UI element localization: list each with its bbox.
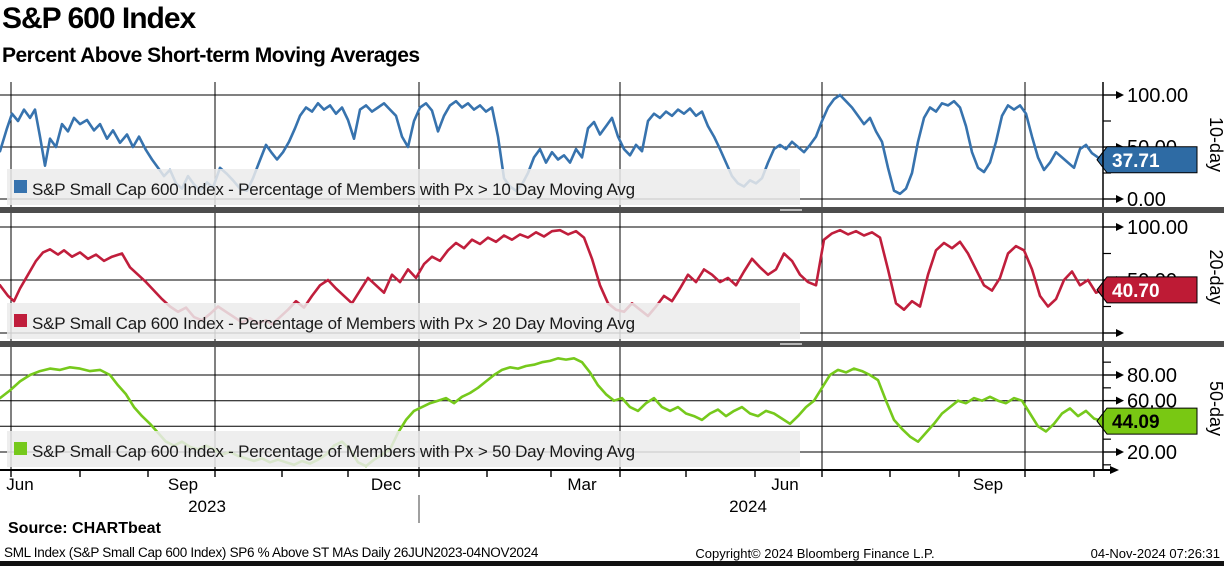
y-axis-label: 100.00 bbox=[1127, 217, 1188, 239]
y-axis-label: 60.00 bbox=[1127, 391, 1177, 413]
splitter-grip-icon[interactable] bbox=[780, 343, 802, 345]
x-axis-arrow-icon bbox=[1110, 466, 1119, 474]
y-axis-label: 100.00 bbox=[1127, 85, 1188, 107]
datetime-stamp: 04-Nov-2024 07:26:31 bbox=[1090, 546, 1220, 561]
legend-layer: S&P Small Cap 600 Index - Percentage of … bbox=[7, 169, 800, 467]
panel-side-label: 10-day bbox=[1206, 117, 1224, 172]
legend-label: S&P Small Cap 600 Index - Percentage of … bbox=[32, 442, 635, 461]
x-axis-label: Jun bbox=[6, 475, 33, 494]
x-axis-label: Sep bbox=[973, 475, 1003, 494]
source-label: Source: CHARTbeat bbox=[8, 520, 161, 537]
legend-marker-icon bbox=[14, 180, 27, 193]
x-axis-label: Mar bbox=[567, 475, 597, 494]
copyright-label: Copyright© 2024 Bloomberg Finance L.P. bbox=[695, 546, 935, 561]
panel-side-label: 50-day bbox=[1206, 381, 1224, 436]
badge-layer: 37.71 40.70 44.09 bbox=[1096, 146, 1198, 435]
legend-box bbox=[7, 169, 800, 205]
legend-marker-icon bbox=[14, 314, 27, 327]
last-value-badge bbox=[1096, 276, 1198, 304]
x-axis-label: Jun bbox=[771, 475, 798, 494]
legend-box bbox=[7, 303, 800, 339]
x-axis-year-label: 2023 bbox=[188, 497, 226, 516]
y-axis-tick-arrow-icon bbox=[1116, 91, 1124, 99]
axis-layer: 100.0050.000.0010-day100.0050.0020-day80… bbox=[6, 85, 1224, 523]
last-value-badge bbox=[1096, 407, 1198, 435]
y-axis-tick-arrow-icon bbox=[1116, 223, 1124, 231]
panel-splitter-2[interactable] bbox=[0, 341, 1224, 347]
page-title: S&P 600 Index bbox=[2, 2, 196, 35]
series-layer bbox=[0, 93, 1105, 468]
last-value-badge bbox=[1096, 146, 1198, 174]
panel-splitter-1[interactable] bbox=[0, 207, 1224, 213]
y-axis-tick-arrow-icon bbox=[1116, 448, 1124, 456]
last-value-badge-text: 40.70 bbox=[1112, 281, 1160, 302]
x-axis-label: Dec bbox=[371, 475, 402, 494]
y-axis-label: 20.00 bbox=[1127, 442, 1177, 464]
y-axis-tick-arrow-icon bbox=[1116, 329, 1124, 337]
x-axis-label: Sep bbox=[168, 475, 198, 494]
x-axis-year-label: 2024 bbox=[729, 497, 767, 516]
y-axis-label: 0.00 bbox=[1127, 189, 1166, 211]
y-axis-tick-arrow-icon bbox=[1116, 371, 1124, 379]
legend-marker-icon bbox=[14, 442, 27, 455]
security-info-label: SML Index (S&P Small Cap 600 Index) SP6 … bbox=[4, 545, 539, 560]
bottom-bar bbox=[0, 561, 1224, 566]
legend-label: S&P Small Cap 600 Index - Percentage of … bbox=[32, 314, 635, 333]
last-value-badge-text: 44.09 bbox=[1112, 412, 1160, 433]
y-axis-tick-arrow-icon bbox=[1116, 396, 1124, 405]
last-value-badge-text: 37.71 bbox=[1112, 151, 1160, 172]
grid-layer bbox=[0, 82, 1103, 470]
legend-box bbox=[7, 431, 800, 467]
y-axis-label: 80.00 bbox=[1127, 365, 1177, 387]
panel-side-label: 20-day bbox=[1206, 249, 1224, 304]
splitter-grip-icon[interactable] bbox=[780, 209, 802, 211]
y-axis-tick-arrow-icon bbox=[1116, 195, 1124, 203]
legend-label: S&P Small Cap 600 Index - Percentage of … bbox=[32, 180, 635, 199]
page-subtitle: Percent Above Short-term Moving Averages bbox=[2, 44, 420, 67]
